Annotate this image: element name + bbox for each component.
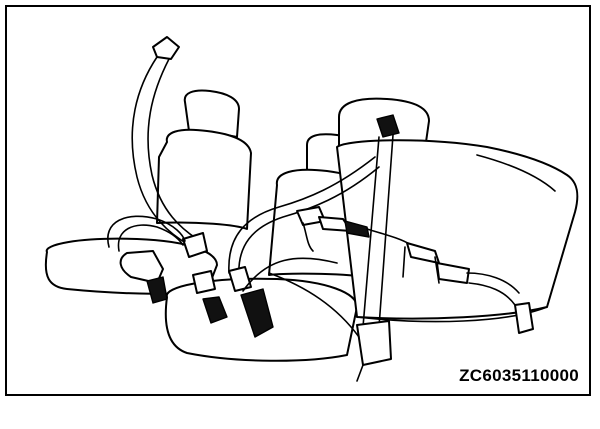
center-seat-belt bbox=[228, 156, 380, 338]
figure-code: ZC6035110000 bbox=[459, 366, 579, 385]
figure-frame: ZC6035110000 bbox=[5, 5, 591, 396]
rear-belt-retractor bbox=[356, 320, 392, 366]
left-belt-anchor bbox=[152, 36, 180, 60]
center-buckle bbox=[240, 288, 274, 338]
left-buckle bbox=[202, 296, 228, 324]
rear-lap-belts bbox=[296, 206, 534, 334]
left-belt-buckle-lower bbox=[119, 250, 164, 284]
left-belt-tongue bbox=[182, 232, 208, 258]
left-seat-backrest bbox=[156, 128, 252, 230]
rear-bench-backrest bbox=[336, 139, 579, 320]
seat-belt-illustration bbox=[44, 36, 579, 382]
center-belt-tongue bbox=[228, 266, 252, 292]
rear-belt-anchor bbox=[376, 114, 400, 138]
rear-belt-anchor-right bbox=[514, 302, 534, 334]
rear-shoulder-belt bbox=[268, 114, 400, 382]
left-seat-belt bbox=[107, 36, 228, 324]
rear-belt-tongue-3 bbox=[436, 262, 470, 284]
left-belt-latch bbox=[146, 276, 168, 304]
